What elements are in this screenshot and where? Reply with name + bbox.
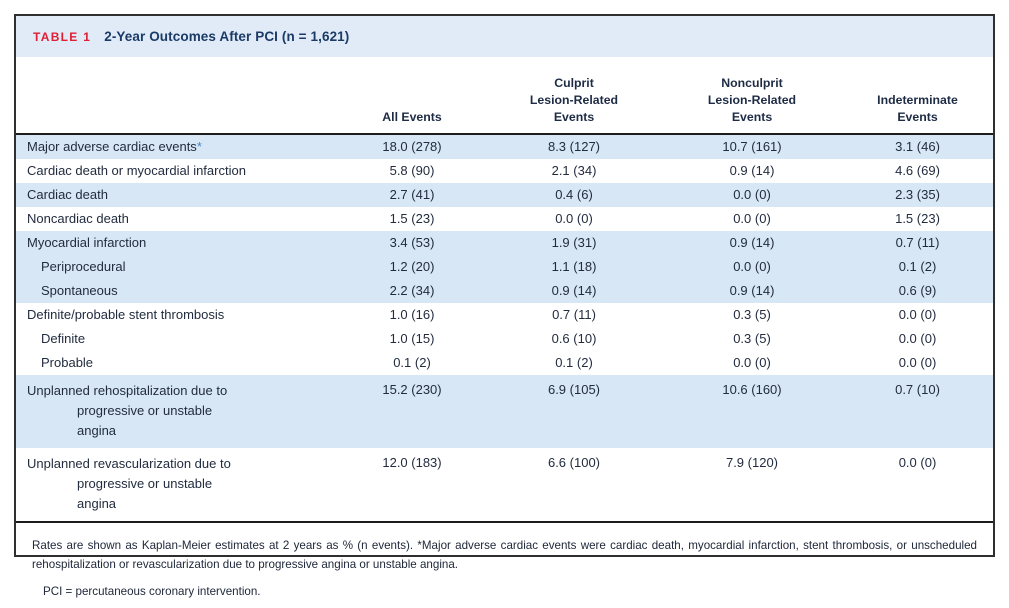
cell: 0.0 (0) <box>898 455 937 470</box>
row-label: Cardiac death <box>16 183 338 207</box>
row-label: Myocardial infarction <box>16 231 338 255</box>
cell: 1.1 (18) <box>486 255 662 279</box>
table-title: 2-Year Outcomes After PCI (n = 1,621) <box>104 29 350 44</box>
footnote-text: Rates are shown as Kaplan-Meier estimate… <box>32 539 977 571</box>
cell: 1.5 (23) <box>895 211 940 226</box>
row-label: Unplanned revascularization due to progr… <box>27 456 231 511</box>
table-row: Unplanned rehospitalization due to progr… <box>16 375 993 448</box>
abbreviation-text: PCI = percutaneous coronary intervention… <box>43 584 261 598</box>
cell: 5.8 (90) <box>389 163 435 178</box>
cell: 0.0 (0) <box>733 355 771 370</box>
table-row: Unplanned revascularization due to progr… <box>16 448 993 521</box>
cell: 1.5 (23) <box>389 211 435 226</box>
cell: 0.4 (6) <box>486 183 662 207</box>
row-label: Probable <box>41 355 94 370</box>
column-header-nonculprit: Nonculprit Lesion-Related Events <box>707 76 797 124</box>
cell: 0.0 (0) <box>662 255 842 279</box>
table-number-tag: TABLE 1 <box>33 29 92 44</box>
cell: 1.9 (31) <box>486 231 662 255</box>
cell: 6.9 (105) <box>486 375 662 448</box>
table-footnotes: Rates are shown as Kaplan-Meier estimate… <box>16 521 993 608</box>
cell: 0.1 (2) <box>842 255 993 279</box>
cell: 2.1 (34) <box>551 163 597 178</box>
column-header-all-events: All Events <box>382 110 442 124</box>
table-row: Noncardiac death 1.5 (23) 0.0 (0) 0.0 (0… <box>16 207 993 231</box>
cell: 3.4 (53) <box>338 231 486 255</box>
row-label: Unplanned rehospitalization due to progr… <box>16 375 338 448</box>
table-row: Spontaneous 2.2 (34) 0.9 (14) 0.9 (14) 0… <box>16 279 993 303</box>
cell: 10.6 (160) <box>662 375 842 448</box>
cell: 0.7 (11) <box>842 231 993 255</box>
cell: 15.2 (230) <box>338 375 486 448</box>
cell: 0.0 (0) <box>898 355 937 370</box>
cell: 0.6 (9) <box>842 279 993 303</box>
cell: 2.7 (41) <box>338 183 486 207</box>
cell: 18.0 (278) <box>338 134 486 159</box>
cell: 0.1 (2) <box>555 355 593 370</box>
cell: 0.1 (2) <box>393 355 431 370</box>
cell: 4.6 (69) <box>895 163 940 178</box>
cell: 0.0 (0) <box>555 211 593 226</box>
table-header: All Events Culprit Lesion-Related Events… <box>16 57 993 134</box>
table-row: Myocardial infarction 3.4 (53) 1.9 (31) … <box>16 231 993 255</box>
cell: 0.0 (0) <box>898 331 937 346</box>
cell: 0.9 (14) <box>662 231 842 255</box>
cell: 1.0 (15) <box>389 331 435 346</box>
table-row: Cardiac death 2.7 (41) 0.4 (6) 0.0 (0) 2… <box>16 183 993 207</box>
row-label: Cardiac death or myocardial infarction <box>27 163 246 178</box>
cell: 0.0 (0) <box>662 183 842 207</box>
cell: 0.7 (11) <box>552 307 596 322</box>
row-label: Major adverse cardiac events* <box>16 134 338 159</box>
column-header-culprit: Culprit Lesion-Related Events <box>529 76 619 124</box>
cell: 0.6 (10) <box>551 331 597 346</box>
cell: 0.3 (5) <box>733 331 771 346</box>
column-header-empty <box>16 57 338 134</box>
table-row: Cardiac death or myocardial infarction 5… <box>16 159 993 183</box>
row-label: Definite/probable stent thrombosis <box>27 307 225 322</box>
row-label: Spontaneous <box>16 279 338 303</box>
cell: 3.1 (46) <box>842 134 993 159</box>
cell: 10.7 (161) <box>662 134 842 159</box>
cell: 0.7 (10) <box>842 375 993 448</box>
cell: 12.0 (183) <box>382 455 442 470</box>
outcomes-table: All Events Culprit Lesion-Related Events… <box>16 57 993 521</box>
cell: 0.9 (14) <box>662 279 842 303</box>
cell: 2.2 (34) <box>338 279 486 303</box>
row-label: Definite <box>41 331 86 346</box>
row-label: Periprocedural <box>16 255 338 279</box>
cell: 0.0 (0) <box>898 307 937 322</box>
table-row: Definite/probable stent thrombosis 1.0 (… <box>16 303 993 327</box>
footnote-marker: * <box>196 139 202 154</box>
table-title-band: TABLE 1 2-Year Outcomes After PCI (n = 1… <box>16 16 993 57</box>
table-row: Definite 1.0 (15) 0.6 (10) 0.3 (5) 0.0 (… <box>16 327 993 351</box>
cell: 0.9 (14) <box>486 279 662 303</box>
cell: 6.6 (100) <box>547 455 601 470</box>
cell: 0.9 (14) <box>729 163 775 178</box>
cell: 2.3 (35) <box>842 183 993 207</box>
cell: 1.0 (16) <box>389 307 435 322</box>
table-row: Periprocedural 1.2 (20) 1.1 (18) 0.0 (0)… <box>16 255 993 279</box>
column-header-indeterminate: Indeterminate Events <box>877 93 958 124</box>
row-label: Noncardiac death <box>27 211 129 226</box>
cell: 1.2 (20) <box>338 255 486 279</box>
cell: 8.3 (127) <box>486 134 662 159</box>
table-card: TABLE 1 2-Year Outcomes After PCI (n = 1… <box>14 14 995 598</box>
table-row: Probable 0.1 (2) 0.1 (2) 0.0 (0) 0.0 (0) <box>16 351 993 375</box>
table-row: Major adverse cardiac events* 18.0 (278)… <box>16 134 993 159</box>
cell: 0.3 (5) <box>733 307 771 322</box>
cell: 7.9 (120) <box>725 455 779 470</box>
cell: 0.0 (0) <box>733 211 771 226</box>
